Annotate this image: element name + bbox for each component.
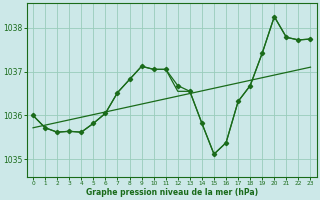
X-axis label: Graphe pression niveau de la mer (hPa): Graphe pression niveau de la mer (hPa)	[86, 188, 258, 197]
